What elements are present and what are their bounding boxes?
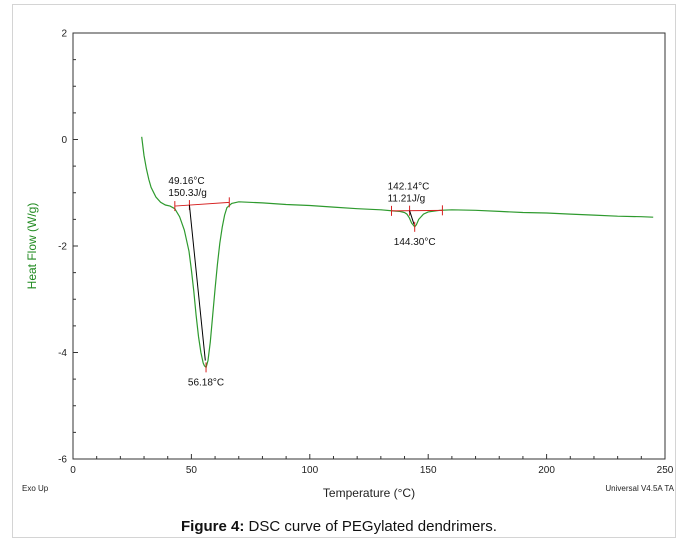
series-line [141,136,654,369]
y-axis: 2 0 -2 -4 -6 [58,29,78,466]
figure-caption: Figure 4: DSC curve of PEGylated dendrim… [0,518,678,535]
y-tick-label: -2 [58,242,67,253]
enthalpy-label: 11.21J/g [388,194,426,205]
y-tick-label: -6 [58,455,67,466]
onset-temperature-label: 49.16°C [168,176,204,187]
integration-baseline [391,209,443,212]
enthalpy-label: 150.3J/g [168,188,206,199]
x-tick-label: 200 [538,465,555,476]
y-tick-label: -4 [58,348,67,359]
x-tick-label: 100 [301,465,318,476]
peak-temperature-label: 56.18°C [188,377,224,388]
figure-frame [12,4,676,538]
onset-tangent-line [409,210,415,225]
peak-temperature-label: 144.30°C [394,237,436,248]
x-tick-label: 0 [70,465,76,476]
caption-text: DSC curve of PEGylated dendrimers. [248,518,497,535]
y-tick-label: 0 [61,135,67,146]
integration-baseline [174,201,230,207]
onset-tangent-line [188,205,206,361]
x-axis-label: Temperature (°C) [323,486,415,500]
plot-area [72,32,666,460]
y-tick-label: 2 [61,29,67,40]
x-tick-label: 250 [657,465,674,476]
caption-label: Figure 4: [181,518,245,535]
onset-temperature-label: 142.14°C [388,182,430,193]
x-tick-label: 50 [186,465,198,476]
exo-up-label: Exo Up [22,484,49,493]
software-version-label: Universal V4.5A TA [605,484,674,493]
x-axis: 0 50 100 150 200 250 [70,454,674,476]
y-axis-label: Heat Flow (W/g) [25,203,39,290]
x-tick-label: 150 [420,465,437,476]
